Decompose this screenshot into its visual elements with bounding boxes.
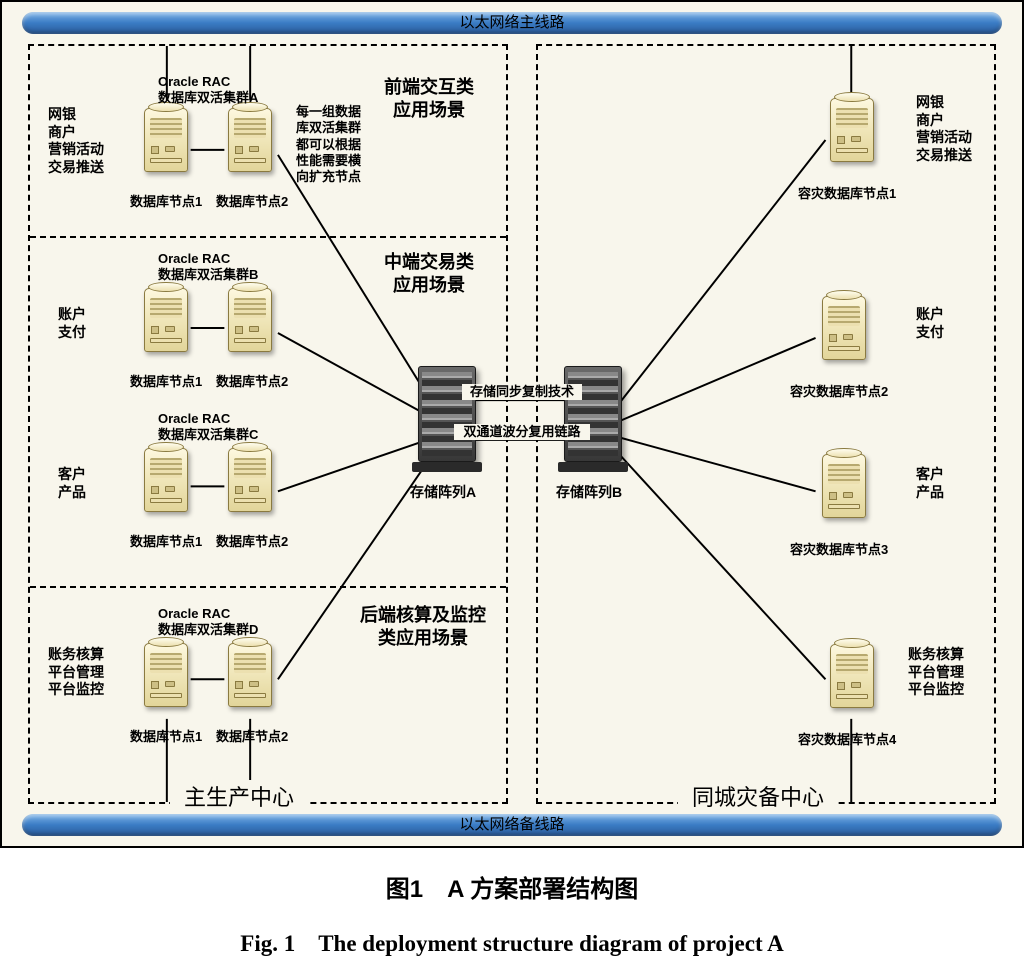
server-icon xyxy=(224,643,280,723)
cluster-d-category: 账务核算 平台管理 平台监控 xyxy=(48,646,104,699)
cluster-c-node2-label: 数据库节点2 xyxy=(216,534,288,550)
cluster-d-node2-label: 数据库节点2 xyxy=(216,729,288,745)
dr-node2-label: 容灾数据库节点2 xyxy=(790,384,888,400)
cluster-c-category: 客户 产品 xyxy=(58,466,86,501)
ethernet-backup-bus: 以太网络备线路 xyxy=(22,814,1002,836)
dr-node3-label: 容灾数据库节点3 xyxy=(790,542,888,558)
row-divider xyxy=(30,236,506,238)
server-icon xyxy=(224,448,280,528)
storage-array-b-label: 存储阵列B xyxy=(556,484,622,502)
server-icon xyxy=(818,296,874,376)
dr-node4-category: 账务核算 平台管理 平台监控 xyxy=(908,646,964,699)
server-icon xyxy=(140,448,196,528)
cluster-a-note: 每一组数据 库双活集群 都可以根据 性能需要横 向扩充节点 xyxy=(296,104,361,185)
link-wdm-label: 双通道波分复用链路 xyxy=(454,424,590,440)
server-icon xyxy=(826,98,882,178)
dr-node1-label: 容灾数据库节点1 xyxy=(798,186,896,202)
caption-en: Fig. 1 The deployment structure diagram … xyxy=(0,924,1024,958)
caption-cn: 图1 A 方案部署结构图 xyxy=(0,869,1024,904)
cluster-c-node1-label: 数据库节点1 xyxy=(130,534,202,550)
server-icon xyxy=(140,288,196,368)
cluster-a-header: Oracle RAC 数据库双活集群A xyxy=(158,74,258,107)
cluster-c-header: Oracle RAC 数据库双活集群C xyxy=(158,411,258,444)
server-icon xyxy=(818,454,874,534)
server-icon xyxy=(140,108,196,188)
ethernet-main-bus: 以太网络主线路 xyxy=(22,12,1002,34)
figure-caption: 图1 A 方案部署结构图 Fig. 1 The deployment struc… xyxy=(0,855,1024,958)
cluster-b-node2-label: 数据库节点2 xyxy=(216,374,288,390)
cluster-a-category: 网银 商户 营销活动 交易推送 xyxy=(48,106,104,176)
primary-datacenter-title: 主生产中心 xyxy=(170,780,308,812)
server-icon xyxy=(826,644,882,724)
server-icon xyxy=(224,108,280,188)
cluster-a-node2-label: 数据库节点2 xyxy=(216,194,288,210)
server-icon xyxy=(140,643,196,723)
cluster-b-category: 账户 支付 xyxy=(58,306,86,341)
dr-datacenter-box: 同城灾备中心 存储阵列B 容灾数据库节点1 网银 商户 营销活动 交易推 xyxy=(536,44,996,804)
cluster-d-header: Oracle RAC 数据库双活集群D xyxy=(158,606,258,639)
server-icon xyxy=(224,288,280,368)
cluster-b-node1-label: 数据库节点1 xyxy=(130,374,202,390)
link-sync-label: 存储同步复制技术 xyxy=(462,384,582,400)
dr-node2-category: 账户 支付 xyxy=(916,306,944,341)
primary-datacenter-box: 主生产中心 xyxy=(28,44,508,804)
scenario-row3: 后端核算及监控 类应用场景 xyxy=(360,604,486,649)
dr-node1-category: 网银 商户 营销活动 交易推送 xyxy=(916,94,972,164)
dr-node3-category: 客户 产品 xyxy=(916,466,944,501)
storage-array-a-label: 存储阵列A xyxy=(410,484,476,502)
diagram-frame: 以太网络主线路 以太网络备线路 主生产中心 xyxy=(0,0,1024,848)
scenario-row2: 中端交易类 应用场景 xyxy=(384,251,474,296)
cluster-d-node1-label: 数据库节点1 xyxy=(130,729,202,745)
dr-datacenter-title: 同城灾备中心 xyxy=(678,780,838,812)
scenario-row1: 前端交互类 应用场景 xyxy=(384,76,474,121)
dr-node4-label: 容灾数据库节点4 xyxy=(798,732,896,748)
row-divider xyxy=(30,586,506,588)
cluster-a-node1-label: 数据库节点1 xyxy=(130,194,202,210)
cluster-b-header: Oracle RAC 数据库双活集群B xyxy=(158,251,258,284)
